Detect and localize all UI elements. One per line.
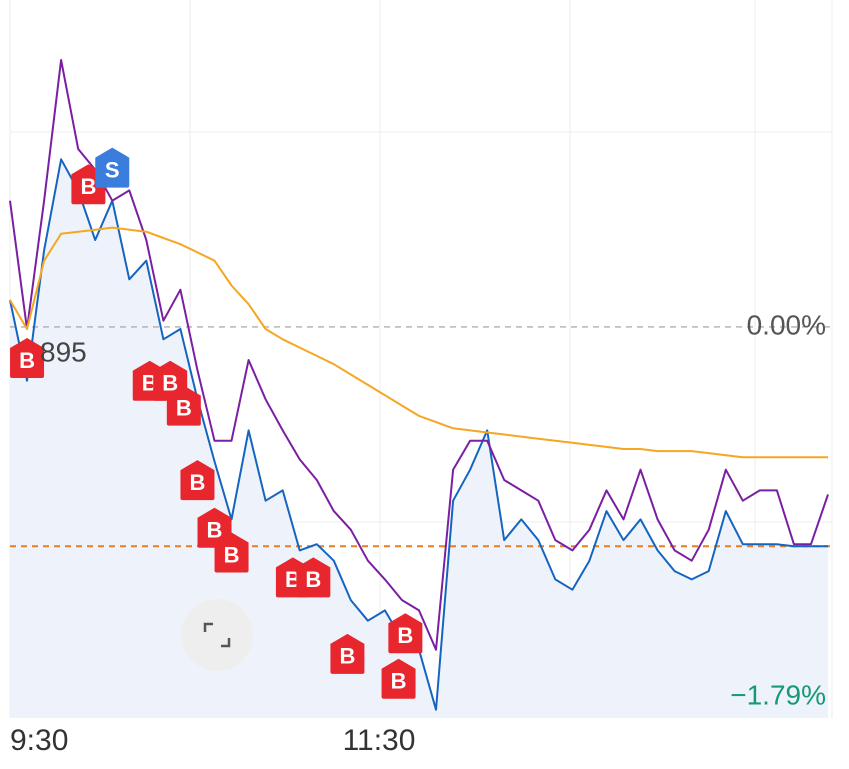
trade-marker-label: B	[397, 623, 413, 648]
trade-marker-label: B	[19, 348, 35, 373]
y-tick-label: −1.79%	[730, 680, 826, 711]
average-line	[9, 226, 828, 459]
trade-marker-label: B	[305, 567, 321, 592]
price-label: 895	[40, 336, 87, 367]
index-line	[9, 59, 829, 651]
trade-marker-label: B	[207, 518, 223, 543]
zoom-icon	[203, 622, 231, 648]
trade-marker	[166, 385, 201, 426]
trade-marker-label: B	[176, 395, 192, 420]
zoom-button[interactable]	[181, 599, 253, 671]
trade-marker-label: B	[339, 644, 355, 669]
trade-marker-label: B	[162, 371, 178, 396]
y-tick-label: 0.00%	[747, 309, 826, 340]
x-tick-label: 11:30	[343, 724, 416, 757]
trade-marker-label: S	[105, 157, 120, 182]
x-tick-label: 9:30	[10, 724, 68, 757]
trade-marker	[180, 460, 215, 501]
trade-marker	[388, 613, 423, 654]
trade-marker	[296, 557, 331, 598]
trade-marker-label: B	[190, 470, 206, 495]
trade-marker-label: B	[391, 669, 407, 694]
trade-marker	[10, 338, 45, 379]
trade-marker	[330, 633, 365, 674]
trade-marker-label: B	[224, 542, 240, 567]
trade-marker	[214, 532, 249, 573]
trade-marker-label: B	[80, 174, 96, 199]
price-area	[10, 159, 828, 719]
trade-marker	[95, 147, 130, 188]
trade-marker	[381, 658, 416, 699]
